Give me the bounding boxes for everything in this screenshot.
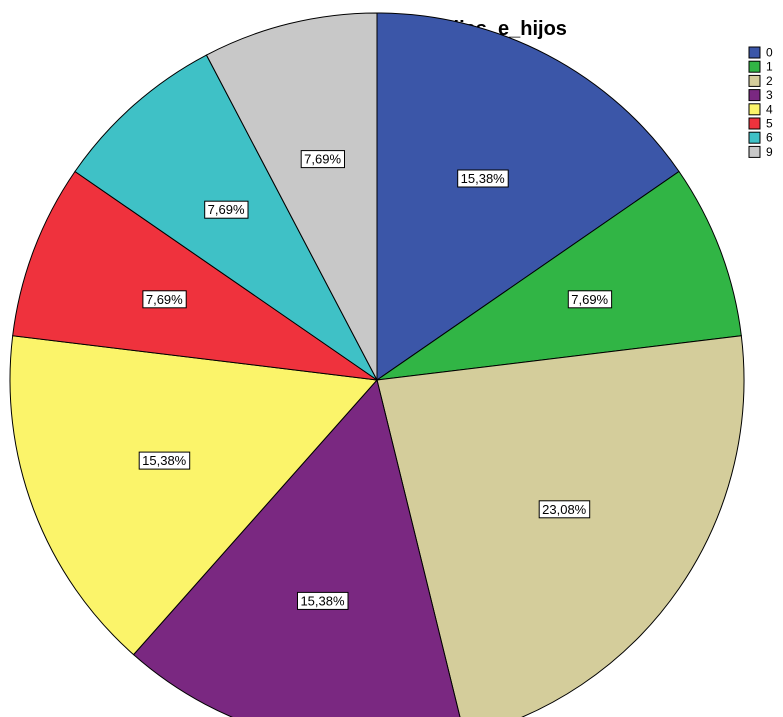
pie-slice-2 [376, 335, 745, 717]
data-label-text: 15,38% [142, 453, 187, 468]
legend-label: 0 [766, 46, 773, 60]
data-label-box [297, 591, 349, 610]
legend-item-5: 5 [748, 117, 773, 131]
data-label-box [567, 290, 613, 309]
data-label-text: 7,69% [208, 202, 245, 217]
legend-swatch [748, 145, 761, 158]
data-label-3: 15,38% [297, 591, 349, 610]
pie-slice-4 [9, 335, 379, 656]
pie-slices [9, 12, 745, 717]
data-label-box [204, 200, 249, 219]
data-label-1: 7,69% [567, 290, 613, 309]
legend-swatch [748, 60, 761, 73]
pie-data-labels: 15,38% 7,69% 23,08% 15,38% 15,38% 7,69% 7,69% 7… [138, 150, 613, 610]
legend-label: 1 [766, 60, 773, 74]
legend-item-2: 2 [748, 74, 773, 88]
data-label-5: 7,69% [142, 290, 187, 309]
legend-item-1: 1 [748, 60, 773, 74]
pie-slice-0 [376, 12, 680, 381]
legend-label: 5 [766, 117, 773, 131]
data-label-9: 7,69% [300, 150, 346, 169]
legend-label: 2 [766, 74, 773, 88]
pie-slice-1 [376, 170, 742, 381]
legend-item-4: 4 [748, 102, 773, 116]
data-label-2: 23,08% [538, 500, 591, 519]
data-label-text: 7,69% [146, 292, 183, 307]
data-label-box [300, 150, 346, 169]
pie-slice-5 [12, 170, 378, 381]
data-label-6: 7,69% [204, 200, 249, 219]
data-label-text: 23,08% [542, 502, 587, 517]
data-label-box [138, 451, 191, 470]
data-label-text: 15,38% [300, 593, 345, 608]
legend-swatch [748, 131, 761, 144]
legend-item-9: 9 [748, 145, 773, 159]
legend-item-3: 3 [748, 88, 773, 102]
legend-item-6: 6 [748, 131, 773, 145]
pie-slice-9 [205, 12, 378, 381]
legend-swatch [748, 46, 761, 59]
data-label-text: 7,69% [304, 152, 341, 167]
legend-label: 9 [766, 145, 773, 159]
legend-label: 4 [766, 102, 773, 116]
pie-slice-3 [132, 378, 461, 717]
legend-label: 3 [766, 88, 773, 102]
legend-item-0: 0 [748, 46, 773, 60]
data-label-box [457, 169, 509, 188]
legend-swatch [748, 89, 761, 102]
data-label-box [538, 500, 591, 519]
data-label-box [142, 290, 187, 309]
legend-label: 6 [766, 131, 773, 145]
data-label-text: 15,38% [461, 171, 506, 186]
legend-swatch [748, 117, 761, 130]
data-label-text: 7,69% [571, 292, 608, 307]
legend-swatch [748, 103, 761, 116]
legend-swatch [748, 74, 761, 87]
data-label-0: 15,38% [457, 169, 509, 188]
data-label-4: 15,38% [138, 451, 191, 470]
